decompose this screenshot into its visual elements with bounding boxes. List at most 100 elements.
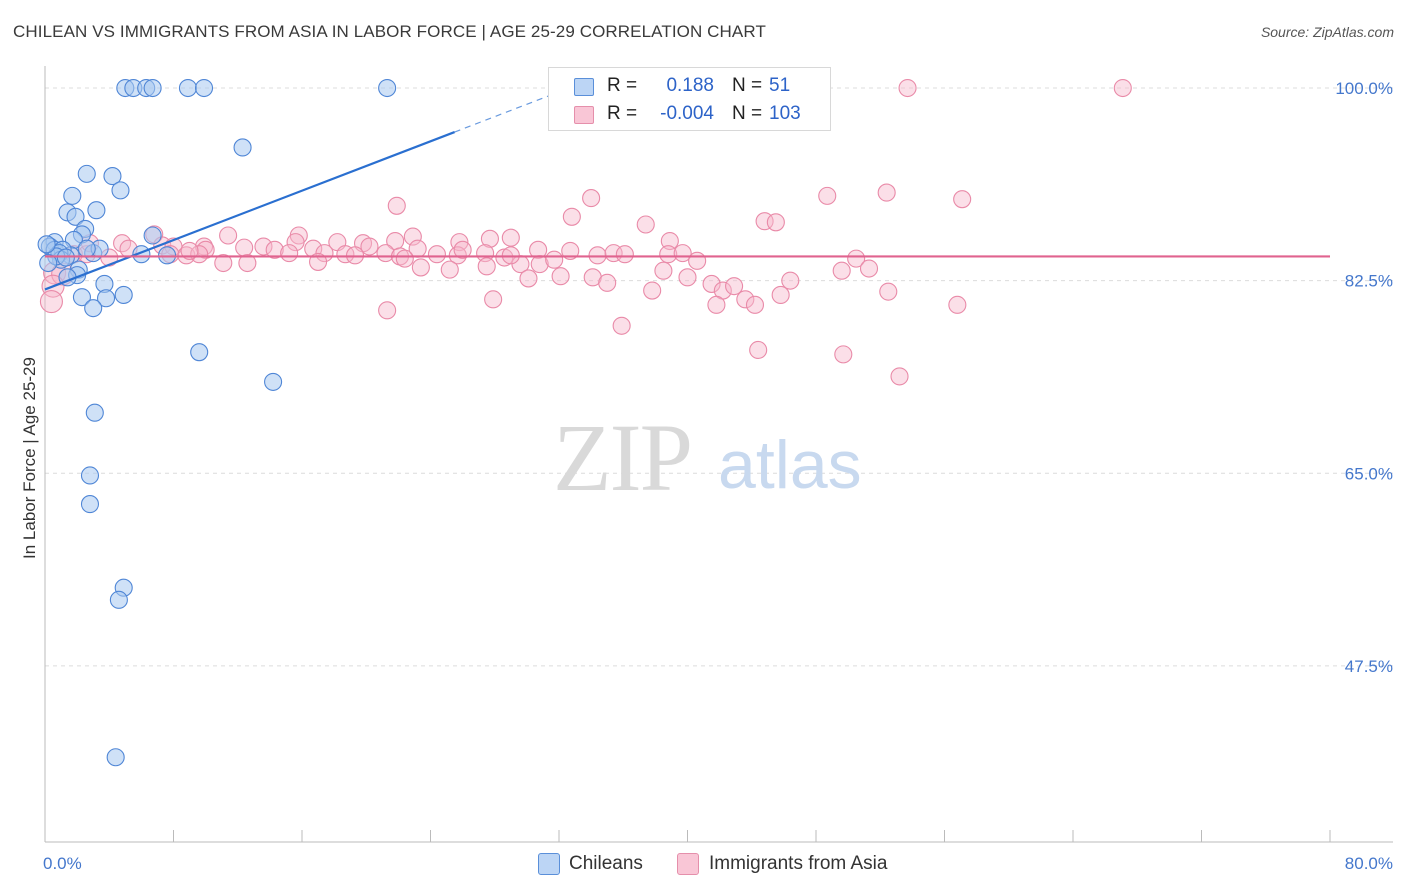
data-point-immigrants-from-asia — [387, 196, 406, 215]
data-point-chileans — [85, 403, 104, 422]
data-point-immigrants-from-asia — [745, 295, 765, 314]
data-point-immigrants-from-asia — [771, 285, 790, 304]
n-value: 51 — [769, 75, 791, 96]
data-point-chileans — [111, 181, 130, 200]
data-point-immigrants-from-asia — [501, 228, 520, 247]
data-point-immigrants-from-asia — [659, 245, 678, 264]
data-point-chileans — [56, 248, 75, 267]
data-point-immigrants-from-asia — [519, 269, 538, 288]
data-point-immigrants-from-asia — [254, 237, 273, 256]
data-point-immigrants-from-asia — [190, 245, 209, 264]
data-point-immigrants-from-asia — [1113, 78, 1132, 98]
legend-label-immigrants-from-asia: Immigrants from Asia — [709, 853, 888, 874]
data-point-chileans — [77, 164, 96, 183]
data-point-chileans — [114, 285, 133, 304]
data-point-immigrants-from-asia — [280, 244, 299, 263]
data-point-immigrants-from-asia — [238, 253, 257, 273]
data-point-immigrants-from-asia — [309, 252, 328, 271]
n-value: 103 — [769, 103, 801, 124]
data-point-immigrants-from-asia — [395, 249, 414, 268]
data-point-chileans — [194, 78, 214, 98]
y-tick-label: 47.5% — [1345, 657, 1393, 676]
x-tick-label: 0.0% — [43, 854, 82, 873]
n-label: N = — [732, 103, 763, 124]
data-point-immigrants-from-asia — [180, 241, 199, 260]
chileans-swatch — [538, 853, 560, 875]
x-tick-label: 80.0% — [1345, 854, 1393, 873]
data-point-chileans — [72, 288, 91, 307]
legend-label-chileans: Chileans — [569, 853, 643, 874]
data-point-immigrants-from-asia — [643, 281, 662, 300]
data-point-immigrants-from-asia — [235, 238, 254, 257]
data-point-immigrants-from-asia — [480, 229, 499, 248]
chileans-swatch — [574, 78, 594, 96]
data-point-immigrants-from-asia — [598, 273, 617, 292]
data-point-chileans — [63, 186, 82, 205]
data-point-immigrants-from-asia — [660, 231, 679, 251]
data-point-chileans — [178, 78, 198, 98]
y-tick-label: 100.0% — [1335, 79, 1393, 98]
data-point-chileans — [158, 246, 177, 265]
data-point-immigrants-from-asia — [781, 271, 800, 290]
data-point-chileans — [233, 138, 252, 157]
immigrants-swatch — [574, 106, 594, 124]
axes — [44, 66, 1393, 843]
data-point-immigrants-from-asia — [818, 186, 837, 205]
r-value: -0.004 — [660, 103, 714, 124]
data-point-immigrants-from-asia — [345, 246, 365, 265]
data-point-chileans — [77, 239, 96, 258]
data-point-immigrants-from-asia — [219, 226, 238, 245]
data-point-chileans — [80, 466, 100, 485]
data-point-immigrants-from-asia — [588, 246, 607, 265]
data-point-chileans — [39, 253, 58, 273]
data-point-immigrants-from-asia — [453, 240, 472, 259]
y-tick-label: 82.5% — [1345, 272, 1393, 291]
data-point-chileans — [96, 289, 116, 308]
stats-legend-row-chileans: R = 0.188 N = 51 — [549, 72, 830, 100]
chart-title: CHILEAN VS IMMIGRANTS FROM ASIA IN LABOR… — [13, 22, 766, 41]
data-point-chileans — [264, 372, 283, 391]
data-point-chileans — [84, 299, 103, 318]
data-point-immigrants-from-asia — [615, 245, 634, 264]
data-point-chileans — [378, 78, 397, 98]
data-point-immigrants-from-asia — [484, 290, 503, 309]
gridlines — [45, 87, 1393, 667]
data-point-chileans — [66, 207, 85, 226]
data-point-immigrants-from-asia — [834, 345, 853, 364]
data-point-immigrants-from-asia — [561, 241, 580, 260]
y-tick-labels: 100.0% 82.5% 65.0% 47.5% — [1335, 79, 1393, 676]
y-tick-label: 65.0% — [1345, 464, 1393, 483]
data-point-immigrants-from-asia — [39, 290, 63, 314]
data-point-immigrants-from-asia — [551, 267, 570, 286]
data-point-immigrants-from-asia — [378, 301, 397, 320]
data-point-immigrants-from-asia — [890, 367, 909, 386]
source-label: Source: ZipAtlas.com — [1260, 24, 1394, 40]
data-point-immigrants-from-asia — [582, 189, 601, 208]
data-point-immigrants-from-asia — [654, 261, 673, 280]
data-point-chileans — [143, 78, 162, 98]
data-point-immigrants-from-asia — [707, 295, 726, 314]
trend-line-chileans-extension — [454, 94, 552, 133]
data-point-chileans — [37, 235, 56, 254]
data-point-immigrants-from-asia — [265, 240, 284, 259]
watermark-zip: ZIP — [553, 404, 691, 511]
data-point-immigrants-from-asia — [688, 251, 707, 270]
data-point-immigrants-from-asia — [360, 237, 379, 256]
trend-lines — [44, 94, 1330, 291]
data-point-immigrants-from-asia — [766, 213, 785, 232]
data-point-immigrants-from-asia — [879, 282, 898, 301]
stats-legend-row-immigrants: R = -0.004 N = 103 — [549, 100, 830, 128]
data-point-chileans — [80, 495, 100, 514]
data-point-immigrants-from-asia — [859, 259, 879, 278]
data-point-immigrants-from-asia — [678, 268, 697, 287]
data-point-immigrants-from-asia — [501, 246, 520, 265]
data-point-immigrants-from-asia — [214, 253, 233, 273]
data-point-immigrants-from-asia — [336, 245, 355, 264]
series-legend: Chileans Immigrants from Asia — [0, 852, 1406, 876]
data-point-immigrants-from-asia — [562, 207, 581, 226]
data-point-immigrants-from-asia — [427, 245, 446, 264]
data-point-immigrants-from-asia — [948, 295, 967, 314]
data-point-immigrants-from-asia — [448, 246, 467, 265]
data-point-immigrants-from-asia — [411, 258, 430, 277]
